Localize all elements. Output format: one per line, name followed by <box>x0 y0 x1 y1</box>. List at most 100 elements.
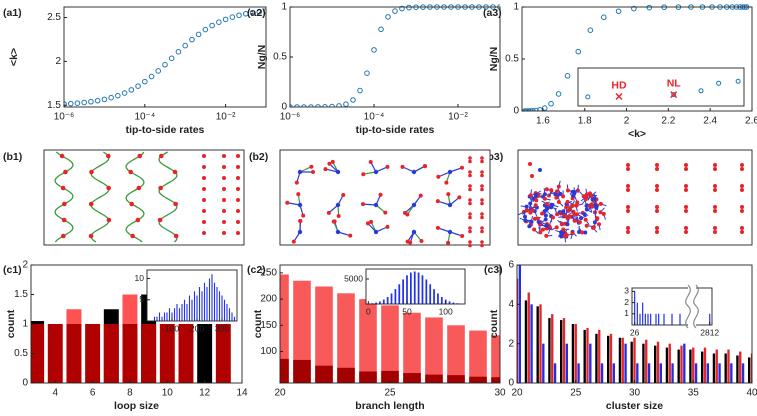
y-tick-label: 150 <box>260 320 277 331</box>
y-tick-label: 2.5 <box>47 12 61 23</box>
node <box>572 190 577 195</box>
point <box>378 26 384 33</box>
bar <box>403 312 421 383</box>
node <box>713 205 717 209</box>
node <box>468 156 472 160</box>
node <box>385 224 390 229</box>
bar <box>437 293 439 304</box>
panel-label: (b2) <box>249 151 268 163</box>
node <box>365 221 370 226</box>
node <box>135 217 141 223</box>
bar <box>183 299 186 321</box>
bar <box>650 313 652 325</box>
bar <box>191 299 193 321</box>
node <box>291 239 296 244</box>
bar <box>390 293 393 304</box>
bar <box>586 327 589 383</box>
node <box>584 207 589 212</box>
inset: 0 50 100 5000 <box>344 268 466 316</box>
bar <box>633 337 636 383</box>
point <box>121 90 128 96</box>
node <box>559 222 564 227</box>
x-tick-label: 20 <box>274 388 286 399</box>
node <box>540 227 545 232</box>
x-tick-label: 2812 <box>700 327 719 337</box>
node <box>202 154 206 158</box>
bar <box>701 351 704 383</box>
point <box>202 26 209 33</box>
node <box>554 195 559 200</box>
filament <box>54 151 74 243</box>
node <box>222 154 226 158</box>
node <box>684 205 688 209</box>
bar <box>193 291 196 321</box>
bar <box>403 373 421 383</box>
bar <box>201 291 203 321</box>
node <box>446 240 451 245</box>
bar <box>703 347 707 383</box>
node <box>561 209 566 214</box>
node <box>378 192 383 197</box>
bar <box>607 335 610 383</box>
node <box>222 220 226 224</box>
node <box>480 173 484 178</box>
node <box>88 201 94 207</box>
bar <box>315 365 333 383</box>
y-tick-label: 1 <box>281 2 287 13</box>
node <box>202 231 206 235</box>
node <box>297 169 303 175</box>
bar <box>161 316 163 321</box>
point <box>537 107 543 111</box>
y-tick-label: 200 <box>260 294 277 305</box>
y-axis-label: <k> <box>8 48 20 66</box>
node <box>592 196 597 201</box>
node <box>591 225 596 230</box>
node <box>598 210 603 215</box>
bar <box>231 312 233 321</box>
panel-label: (c1) <box>3 264 22 276</box>
plot-data <box>280 274 500 383</box>
x-axis-label: tip-to-side rates <box>126 124 205 136</box>
x-tick-label: 25 <box>384 388 396 399</box>
node <box>740 209 744 213</box>
point <box>336 103 342 107</box>
node <box>411 169 417 175</box>
point <box>263 8 266 14</box>
node <box>222 165 226 169</box>
node <box>584 223 589 228</box>
point <box>115 92 121 99</box>
bar <box>692 347 695 383</box>
x-tick-label: 2.2 <box>661 116 675 127</box>
bar <box>413 271 416 304</box>
y-tick-label: 0 <box>281 102 287 113</box>
bar <box>553 363 557 383</box>
node <box>405 212 410 217</box>
bar <box>689 349 692 383</box>
panel-label: (a1) <box>3 7 22 19</box>
node <box>106 153 111 159</box>
y-tick-label: 250 <box>260 268 277 279</box>
node <box>544 205 549 210</box>
x-axis-label: branch length <box>355 400 424 412</box>
x-tick-label: 100 <box>165 323 179 333</box>
panel: 10⁻⁶ 10⁻⁴ 10⁻² 1.5 2 2.5 (a1) tip-to-side rates… <box>3 6 267 136</box>
node <box>468 198 472 202</box>
node <box>202 176 206 180</box>
node <box>468 170 472 174</box>
node <box>309 164 314 169</box>
bar <box>176 304 178 321</box>
node <box>594 205 599 210</box>
x-tick-label: 12 <box>199 388 211 399</box>
bar <box>208 278 211 321</box>
bar <box>425 317 443 383</box>
node <box>577 229 582 234</box>
point <box>399 5 405 12</box>
node <box>595 216 600 221</box>
bar <box>741 363 745 383</box>
point <box>189 36 195 43</box>
point <box>236 12 242 19</box>
node <box>447 229 453 235</box>
bar <box>171 312 173 321</box>
node <box>564 233 569 238</box>
y-tick-label: 2 <box>508 338 514 349</box>
